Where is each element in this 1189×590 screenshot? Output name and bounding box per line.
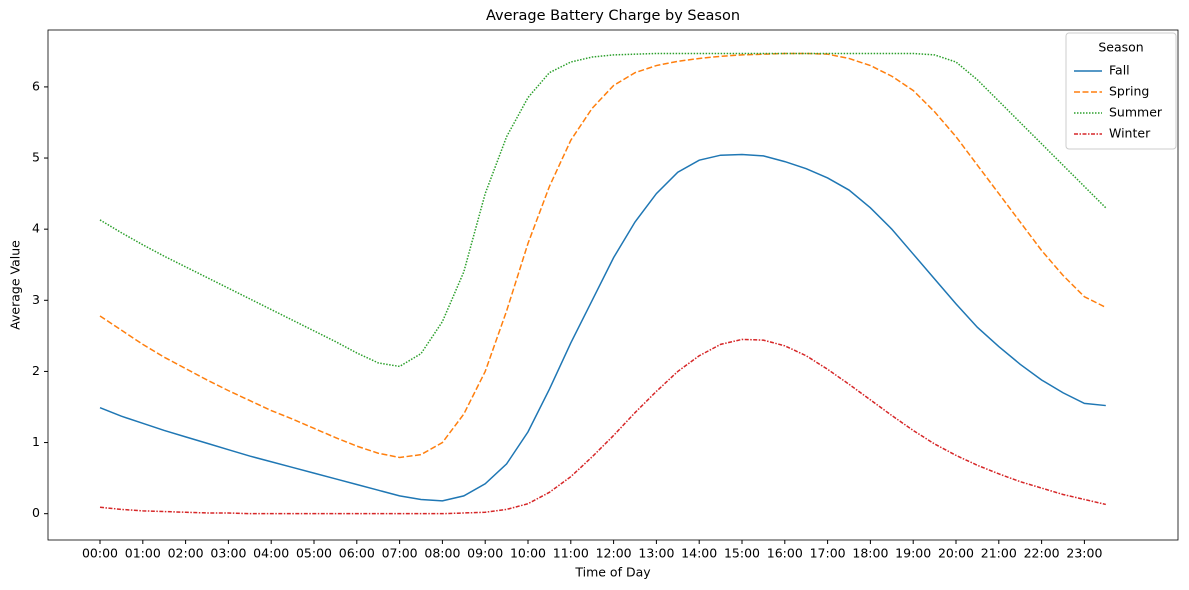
legend-label: Fall bbox=[1109, 63, 1130, 78]
x-tick-label: 11:00 bbox=[553, 546, 589, 561]
x-tick-label: 04:00 bbox=[253, 546, 289, 561]
x-tick-label: 19:00 bbox=[895, 546, 931, 561]
x-tick-label: 18:00 bbox=[852, 546, 888, 561]
line-series bbox=[99, 153, 1106, 502]
legend-box bbox=[1065, 32, 1177, 150]
y-tick-label: 5 bbox=[32, 150, 40, 165]
x-tick-label: 12:00 bbox=[596, 546, 632, 561]
legend-label: Spring bbox=[1109, 84, 1149, 99]
y-tick-label: 0 bbox=[32, 505, 40, 520]
y-tick-label: 3 bbox=[32, 292, 40, 307]
x-tick-label: 22:00 bbox=[1024, 546, 1060, 561]
legend-label: Summer bbox=[1109, 105, 1163, 120]
x-tick-label: 03:00 bbox=[210, 546, 246, 561]
x-tick-label: 13:00 bbox=[638, 546, 674, 561]
legend-label: Winter bbox=[1109, 126, 1151, 141]
y-tick-label: 2 bbox=[32, 363, 40, 378]
x-tick-label: 05:00 bbox=[296, 546, 332, 561]
x-tick-label: 06:00 bbox=[339, 546, 375, 561]
x-tick-label: 09:00 bbox=[467, 546, 503, 561]
y-tick-label: 4 bbox=[32, 221, 40, 236]
y-axis-label: Average Value bbox=[8, 240, 23, 330]
plot-frame bbox=[47, 29, 1179, 541]
y-tick-label: 6 bbox=[32, 78, 40, 93]
x-tick-label: 02:00 bbox=[168, 546, 204, 561]
x-tick-label: 14:00 bbox=[681, 546, 717, 561]
x-tick-label: 16:00 bbox=[767, 546, 803, 561]
x-tick-label: 08:00 bbox=[424, 546, 460, 561]
x-tick-label: 20:00 bbox=[938, 546, 974, 561]
x-tick-label: 21:00 bbox=[981, 546, 1017, 561]
y-tick-label: 1 bbox=[32, 434, 40, 449]
x-tick-label: 10:00 bbox=[510, 546, 546, 561]
line-series bbox=[99, 52, 1107, 459]
x-tick-label: 00:00 bbox=[82, 546, 118, 561]
legend-title: Season bbox=[1098, 40, 1143, 55]
chart-title: Average Battery Charge by Season bbox=[486, 8, 740, 24]
x-tick-label: 15:00 bbox=[724, 546, 760, 561]
x-tick-label: 23:00 bbox=[1066, 546, 1102, 561]
x-axis-label: Time of Day bbox=[574, 565, 651, 580]
x-tick-label: 07:00 bbox=[382, 546, 418, 561]
x-tick-label: 01:00 bbox=[125, 546, 161, 561]
x-tick-label: 17:00 bbox=[810, 546, 846, 561]
line-series bbox=[99, 338, 1106, 515]
line-series bbox=[99, 52, 1107, 368]
